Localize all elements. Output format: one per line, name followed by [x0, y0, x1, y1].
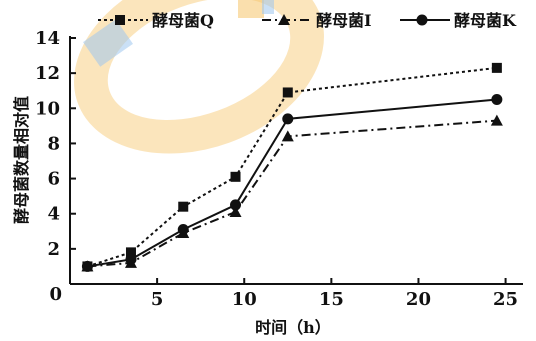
origin-tick-label: 0	[49, 284, 62, 305]
watermark-shape	[262, 0, 274, 14]
legend-label: 酵母菌I	[316, 11, 372, 30]
y-tick-label: 10	[35, 98, 60, 119]
series-line	[87, 119, 497, 268]
y-tick-label: 2	[47, 239, 60, 260]
legend-label: 酵母菌K	[454, 11, 517, 30]
series-3	[81, 94, 503, 272]
data-point	[230, 171, 241, 182]
data-point	[490, 114, 503, 126]
x-tick-label: 20	[406, 289, 431, 310]
data-point	[491, 94, 503, 105]
data-point	[125, 247, 136, 258]
data-point	[125, 253, 137, 265]
data-point	[281, 130, 294, 142]
series-2	[81, 114, 503, 272]
x-tick-label: 15	[319, 289, 344, 310]
x-ticks: 5 10 15 20 25	[151, 278, 518, 310]
series-line	[87, 66, 497, 268]
data-point	[177, 224, 189, 236]
legend-marker	[115, 15, 125, 25]
y-tick-label: 12	[35, 63, 60, 84]
data-point	[178, 201, 189, 212]
y-axis-title: 酵母菌数量相对值	[12, 96, 31, 224]
x-tick-label: 5	[151, 289, 164, 310]
data-point	[230, 199, 242, 211]
series-line	[87, 98, 497, 268]
legend-label: 酵母菌Q	[152, 11, 214, 30]
data-point	[491, 62, 502, 73]
y-tick-label: 14	[35, 28, 60, 49]
y-ticks: 0 2 4 6 8 10 12 14	[35, 28, 76, 305]
y-tick-label: 6	[47, 169, 60, 190]
data-point	[229, 205, 242, 217]
x-tick-label: 25	[493, 289, 518, 310]
axes	[69, 36, 523, 285]
y-tick-label: 8	[47, 133, 60, 154]
x-axis-title: 时间（h）	[255, 318, 331, 337]
series-group	[81, 62, 503, 272]
data-point	[282, 87, 293, 98]
y-tick-label: 4	[47, 204, 60, 225]
legend-marker	[278, 14, 290, 25]
legend: 酵母菌Q 酵母菌I 酵母菌K	[98, 11, 517, 30]
data-point	[282, 113, 294, 125]
legend-marker	[416, 14, 428, 26]
data-point	[81, 260, 93, 272]
x-tick-label: 10	[232, 289, 257, 310]
watermark-shape	[238, 0, 264, 18]
series-1	[82, 62, 502, 272]
